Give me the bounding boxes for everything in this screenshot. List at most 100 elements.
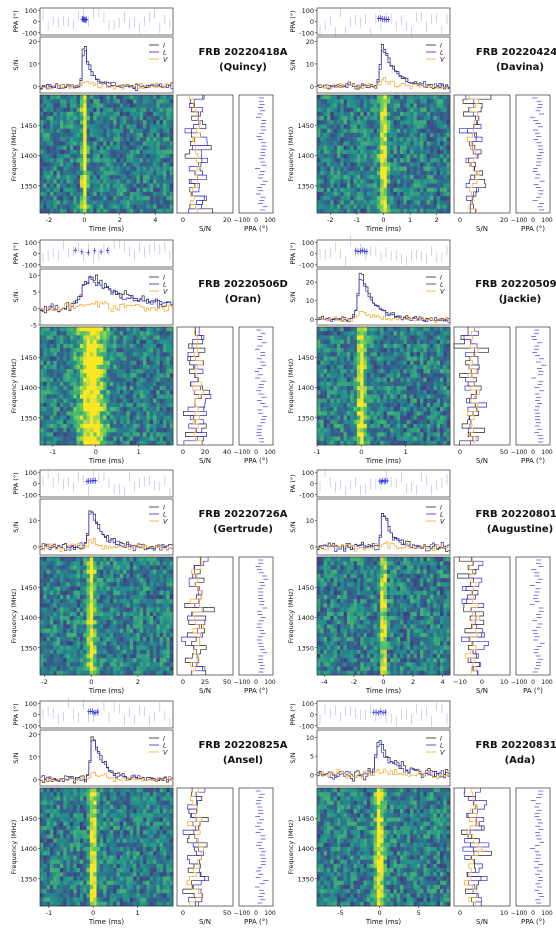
- waterfall-cell: [443, 170, 447, 176]
- waterfall-cell: [83, 398, 87, 404]
- waterfall-cell: [123, 170, 127, 176]
- waterfall-cell: [390, 103, 394, 108]
- waterfall-cell: [336, 132, 341, 138]
- waterfall-cell: [333, 166, 338, 172]
- waterfall-cell: [413, 423, 418, 429]
- waterfall-cell: [443, 377, 447, 383]
- waterfall-cell: [106, 158, 111, 163]
- waterfall-cell: [43, 327, 47, 332]
- waterfall-cell: [166, 407, 170, 412]
- waterfall-cell: [146, 402, 151, 408]
- waterfall-cell: [143, 419, 147, 425]
- waterfall-cell: [423, 419, 428, 425]
- waterfall-cell: [86, 419, 91, 425]
- waterfall-cell: [386, 149, 391, 155]
- waterfall-cell: [69, 364, 74, 370]
- waterfall-cell: [423, 432, 428, 437]
- waterfall-cell: [166, 162, 170, 167]
- waterfall-cell: [343, 191, 348, 197]
- waterfall-cell: [410, 124, 414, 130]
- waterfall-cell: [360, 394, 364, 399]
- waterfall-cell: [436, 120, 441, 125]
- waterfall-cell: [343, 116, 348, 121]
- waterfall-cell: [343, 419, 348, 425]
- waterfall-cell: [59, 407, 64, 412]
- waterfall-cell: [383, 95, 388, 100]
- waterfall-cell: [350, 386, 354, 391]
- waterfall-cell: [129, 381, 134, 387]
- waterfall-cell: [380, 170, 384, 176]
- waterfall-cell: [59, 428, 64, 433]
- waterfall-cell: [113, 339, 117, 345]
- ppa-side-tick-label: −100: [511, 217, 528, 224]
- waterfall-cell: [153, 432, 157, 437]
- waterfall-cell: [56, 145, 61, 151]
- waterfall-cell: [406, 132, 411, 138]
- waterfall-cell: [86, 327, 91, 332]
- waterfall-cell: [433, 141, 438, 146]
- waterfall-cell: [426, 141, 431, 146]
- waterfall-cell: [123, 103, 127, 108]
- waterfall-cell: [96, 191, 101, 197]
- waterfall-cell: [113, 204, 117, 210]
- waterfall-cell: [73, 402, 77, 408]
- waterfall-cell: [116, 111, 121, 117]
- waterfall-cell: [133, 352, 137, 357]
- waterfall-cell: [403, 423, 408, 429]
- waterfall-cell: [166, 343, 170, 349]
- waterfall-cell: [129, 432, 134, 437]
- waterfall-cell: [433, 149, 438, 155]
- waterfall-cell: [129, 200, 134, 205]
- waterfall-cell: [416, 369, 421, 374]
- waterfall-cell: [149, 369, 154, 374]
- waterfall-cell: [149, 402, 154, 408]
- waterfall-cell: [373, 179, 378, 184]
- waterfall-cell: [430, 103, 434, 108]
- waterfall-cell: [46, 95, 51, 100]
- waterfall-cell: [53, 356, 57, 362]
- waterfall-cell: [346, 128, 351, 134]
- waterfall-cell: [113, 331, 117, 336]
- waterfall-cell: [89, 179, 94, 184]
- waterfall-cell: [373, 360, 378, 366]
- waterfall-cell: [320, 440, 324, 446]
- waterfall-cell: [149, 339, 154, 345]
- waterfall-cell: [99, 200, 104, 205]
- waterfall-cell: [400, 166, 404, 172]
- waterfall-cell: [436, 381, 441, 387]
- waterfall-cell: [320, 187, 324, 193]
- waterfall-cell: [323, 170, 328, 176]
- waterfall-cell: [76, 196, 81, 201]
- waterfall-cell: [113, 419, 117, 425]
- waterfall-cell: [436, 369, 441, 374]
- waterfall-cell: [96, 149, 101, 155]
- waterfall-cell: [366, 369, 371, 374]
- waterfall-cell: [89, 343, 94, 349]
- waterfall-cell: [66, 128, 71, 134]
- burst-title: FRB 20220418A: [198, 47, 287, 58]
- waterfall-cell: [133, 191, 137, 197]
- waterfall-cell: [119, 373, 124, 378]
- waterfall-cell: [373, 398, 378, 404]
- waterfall-cell: [109, 107, 114, 113]
- waterfall-cell: [106, 149, 111, 155]
- waterfall-cell: [156, 440, 161, 446]
- waterfall-cell: [89, 196, 94, 201]
- waterfall-cell: [436, 196, 441, 201]
- waterfall-cell: [400, 364, 404, 370]
- waterfall-cell: [113, 149, 117, 155]
- waterfall-cell: [326, 120, 331, 125]
- waterfall-cell: [380, 196, 384, 201]
- waterfall-cell: [373, 137, 378, 142]
- waterfall-cell: [396, 124, 401, 130]
- waterfall-cell: [156, 343, 161, 349]
- waterfall-cell: [430, 132, 434, 138]
- waterfall-cell: [317, 162, 321, 167]
- waterfall-cell: [350, 394, 354, 399]
- waterfall-cell: [366, 407, 371, 412]
- waterfall-cell: [436, 183, 441, 189]
- waterfall-cell: [93, 407, 97, 412]
- waterfall-cell: [63, 386, 67, 391]
- waterfall-cell: [400, 327, 404, 332]
- waterfall-cell: [430, 356, 434, 362]
